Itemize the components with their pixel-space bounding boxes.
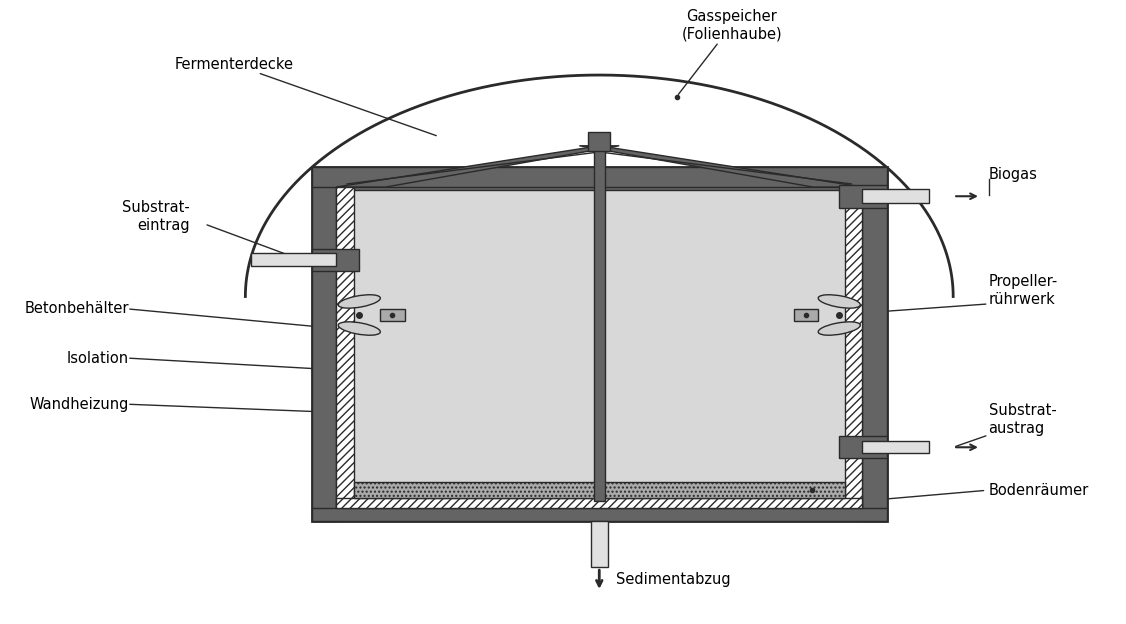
- Bar: [844, 167, 863, 507]
- Bar: [588, 132, 610, 151]
- Ellipse shape: [819, 295, 860, 308]
- Text: Gasspeicher
(Folienhaube): Gasspeicher (Folienhaube): [678, 9, 783, 94]
- Bar: [863, 190, 929, 203]
- Ellipse shape: [338, 295, 381, 308]
- Text: Betonbehälter: Betonbehälter: [25, 301, 129, 316]
- Bar: [863, 167, 887, 521]
- Bar: [354, 482, 844, 498]
- Text: Sedimentabzug: Sedimentabzug: [616, 572, 731, 587]
- Bar: [336, 498, 863, 507]
- Bar: [863, 441, 929, 454]
- Bar: [312, 248, 359, 271]
- Ellipse shape: [819, 322, 860, 335]
- Bar: [839, 185, 887, 208]
- Polygon shape: [580, 146, 863, 187]
- Bar: [312, 507, 887, 521]
- Bar: [839, 436, 887, 459]
- Text: Substrat-
eintrag: Substrat- eintrag: [123, 200, 190, 233]
- Text: Bodenräumer: Bodenräumer: [989, 483, 1089, 498]
- Bar: [593, 146, 605, 501]
- Text: Isolation: Isolation: [68, 351, 129, 366]
- Bar: [354, 190, 844, 498]
- Text: Wandheizung: Wandheizung: [30, 397, 129, 412]
- Bar: [251, 253, 336, 266]
- Bar: [312, 167, 887, 187]
- Bar: [794, 309, 819, 321]
- Bar: [336, 167, 354, 507]
- Bar: [312, 167, 336, 521]
- Bar: [312, 167, 887, 521]
- Bar: [381, 309, 404, 321]
- Bar: [591, 521, 608, 567]
- Text: Substrat-
austrag: Substrat- austrag: [989, 403, 1056, 436]
- Text: Fermenterdecke: Fermenterdecke: [175, 57, 436, 135]
- Text: Biogas: Biogas: [989, 167, 1037, 182]
- Text: Propeller-
rührwerk: Propeller- rührwerk: [989, 274, 1057, 306]
- Polygon shape: [336, 146, 619, 187]
- Polygon shape: [245, 75, 954, 296]
- Ellipse shape: [338, 322, 381, 335]
